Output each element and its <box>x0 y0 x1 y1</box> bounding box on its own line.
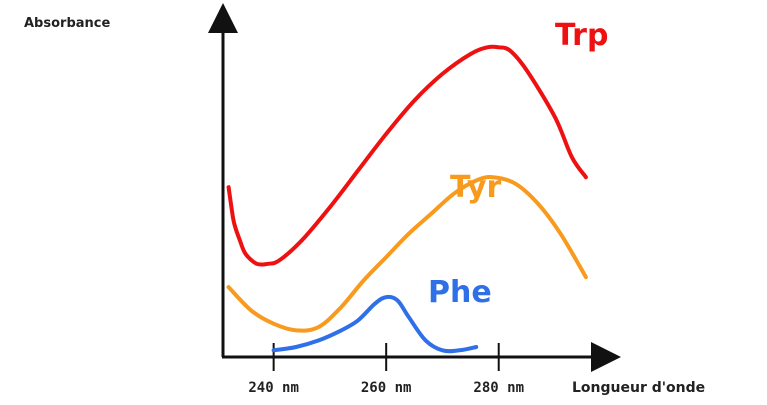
x-tick-label: 280 nm <box>473 380 524 396</box>
series-label-phe: Phe <box>428 275 492 310</box>
series-group <box>226 44 588 354</box>
series-label-trp: Trp <box>555 18 608 53</box>
series-line-tyr <box>226 175 588 333</box>
series-line-phe <box>271 294 479 354</box>
y-axis-label: Absorbance <box>24 16 110 31</box>
series-label-tyr: Tyr <box>450 170 501 205</box>
x-axis-label: Longueur d'onde <box>572 380 705 396</box>
x-tick-label: 240 nm <box>248 380 299 396</box>
series-line-trp <box>226 44 588 267</box>
x-tick-label: 260 nm <box>361 380 412 396</box>
x-ticks: 240 nm 260 nm 280 nm <box>248 343 524 396</box>
